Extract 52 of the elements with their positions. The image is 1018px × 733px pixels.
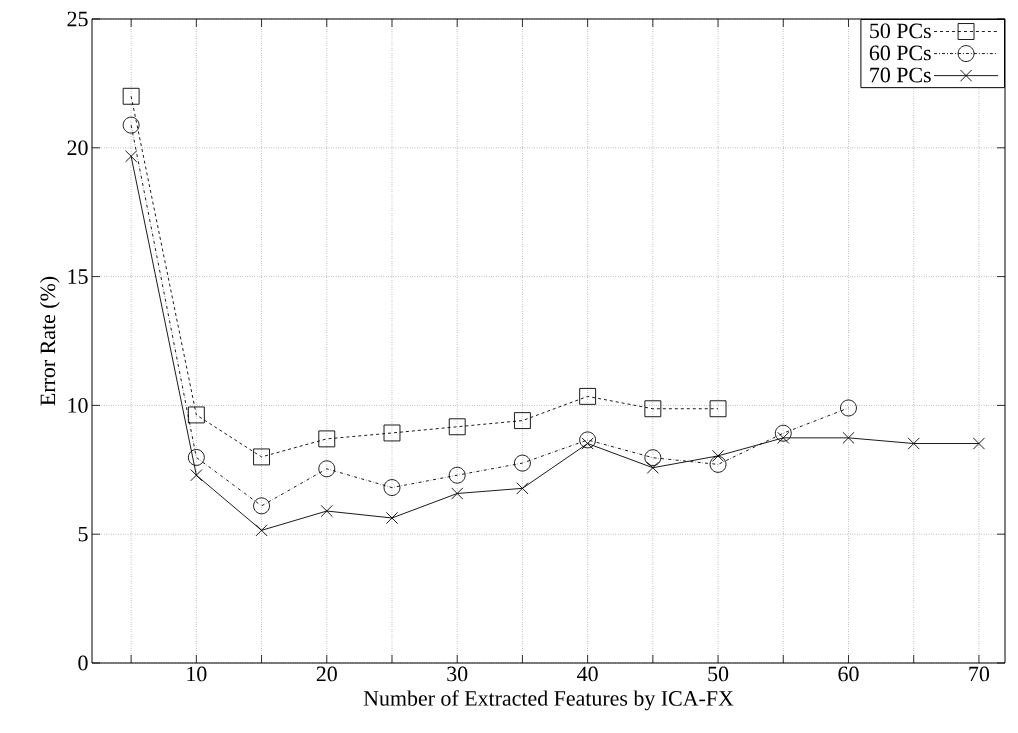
y-tick-label: 5 xyxy=(78,526,88,542)
point xyxy=(644,449,662,467)
point xyxy=(644,400,662,418)
point xyxy=(125,150,138,163)
point xyxy=(579,431,597,449)
x-axis-title: Number of Extracted Features by ICA-FX xyxy=(363,690,734,711)
point xyxy=(187,449,205,466)
x-tick-label: 10 xyxy=(187,666,207,682)
x-tick-label: 30 xyxy=(447,666,468,682)
point xyxy=(385,511,399,525)
point xyxy=(255,524,268,537)
point xyxy=(320,504,333,518)
y-tick-label: 15 xyxy=(68,269,88,284)
point xyxy=(122,116,140,134)
point xyxy=(253,448,270,466)
point xyxy=(774,424,792,442)
point xyxy=(383,424,401,442)
x-tick-label: 20 xyxy=(316,666,337,682)
point xyxy=(840,399,857,417)
point xyxy=(383,479,401,496)
point xyxy=(514,412,531,430)
point xyxy=(318,430,336,448)
point xyxy=(122,87,140,105)
y-axis-title: Error Rate (%) xyxy=(39,276,60,406)
point xyxy=(318,460,336,478)
point xyxy=(451,487,464,500)
legend-label: 60 PCs xyxy=(869,45,931,61)
point xyxy=(579,387,597,405)
x-tick-label: 40 xyxy=(577,666,598,682)
point xyxy=(448,466,466,484)
y-tick-label: 10 xyxy=(68,398,88,413)
point xyxy=(709,455,727,473)
point xyxy=(187,406,205,424)
point xyxy=(253,497,270,515)
x-tick-label: 60 xyxy=(838,666,859,682)
point xyxy=(907,437,920,450)
point xyxy=(514,454,531,472)
point xyxy=(448,418,466,436)
point xyxy=(711,449,725,462)
x-tick-label: 50 xyxy=(708,666,729,682)
x-tick-label: 70 xyxy=(969,666,990,682)
legend-label: 50 PCs xyxy=(870,23,931,39)
point xyxy=(842,431,855,444)
y-tick-label: 25 xyxy=(67,11,88,27)
point xyxy=(646,461,659,474)
y-tick-label: 0 xyxy=(78,655,88,671)
legend-label: 70 PCs xyxy=(870,67,931,83)
point xyxy=(709,400,727,418)
point xyxy=(972,437,986,450)
y-tick-label: 20 xyxy=(67,140,88,156)
point xyxy=(516,482,529,495)
point xyxy=(190,469,203,482)
